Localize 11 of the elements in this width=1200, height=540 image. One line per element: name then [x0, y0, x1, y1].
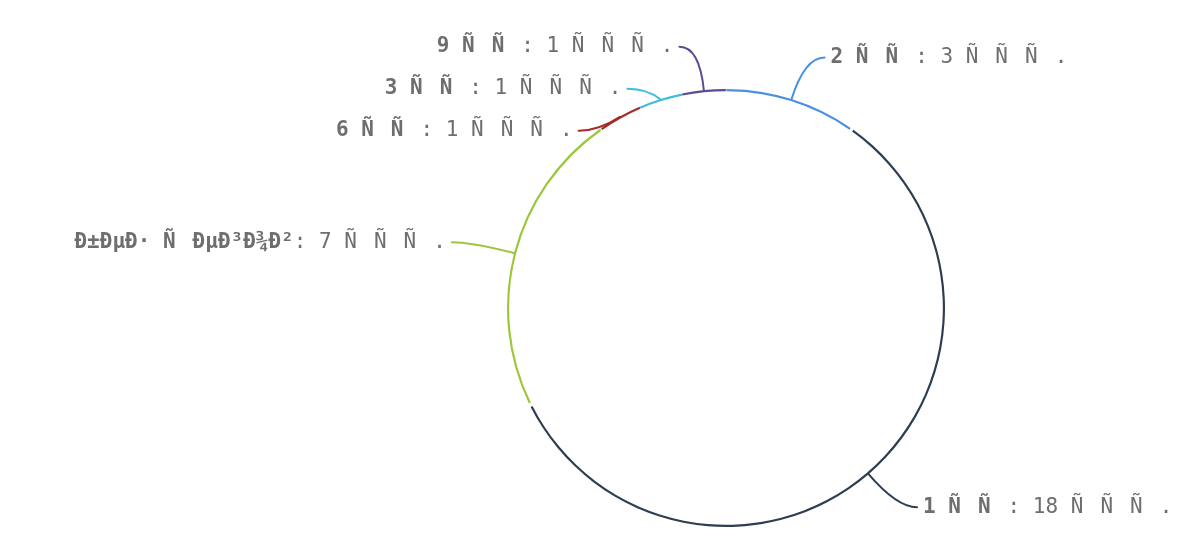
data-label: : 1 ÑÑÑ. [420, 115, 573, 142]
slice-label: 3 ÑÑ [384, 74, 470, 100]
slice-label: 1 ÑÑ [922, 492, 1008, 518]
data-label: : 18 ÑÑÑ. [1007, 491, 1173, 518]
data-label: : 3 ÑÑÑ. [915, 41, 1068, 68]
slice-label: 9 ÑÑ [436, 32, 522, 58]
slice-label: 6 ÑÑ [335, 116, 421, 142]
slice-label: Ð±ÐµÐ· ÑÐµÐ³Ð¾Ð² [74, 227, 294, 253]
data-label: : 7 ÑÑÑ. [293, 226, 446, 253]
data-label: : 1 ÑÑÑ. [521, 31, 674, 58]
data-label: : 1 ÑÑÑ. [469, 73, 622, 100]
